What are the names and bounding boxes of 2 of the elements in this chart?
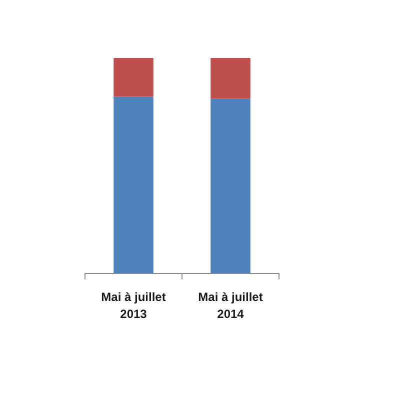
x-tick-label: Mai à juillet 2014 bbox=[198, 290, 263, 321]
x-tick-label: Mai à juillet 2013 bbox=[101, 290, 166, 321]
